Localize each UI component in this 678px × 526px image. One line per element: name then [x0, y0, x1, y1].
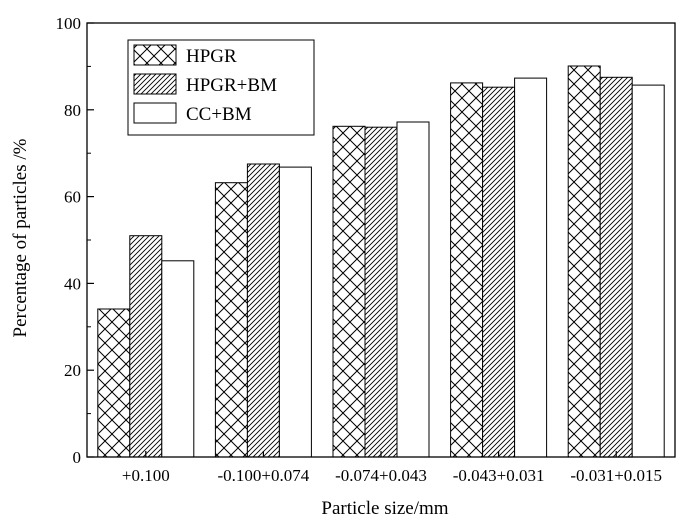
x-tick-label-0-100-0-074: -0.100+0.074	[218, 466, 310, 485]
y-tick-label-40: 40	[64, 274, 81, 293]
bar-cc-bm-0-043-0-031	[515, 78, 547, 457]
legend-label-hpgr: HPGR	[186, 46, 237, 67]
bar-hpgr-bm-0-100	[130, 236, 162, 457]
bar-hpgr-bm-0-074-0-043	[365, 127, 397, 457]
bar-hpgr-bm-0-031-0-015	[600, 77, 632, 457]
x-tick-label-0-031-0-015: -0.031+0.015	[570, 466, 662, 485]
bar-hpgr-0-100	[98, 309, 130, 457]
x-tick-label-0-100: +0.100	[122, 466, 170, 485]
bar-hpgr-bm-0-100-0-074	[247, 164, 279, 457]
legend-swatch-hpgr-bm	[134, 74, 176, 94]
y-tick-label-60: 60	[64, 188, 81, 207]
bar-cc-bm-0-074-0-043	[397, 122, 429, 457]
bar-hpgr-0-043-0-031	[451, 83, 483, 457]
legend: HPGR HPGR+BM CC+BM	[128, 40, 314, 135]
bar-cc-bm-0-100	[162, 261, 194, 457]
bar-hpgr-0-100-0-074	[215, 183, 247, 457]
bar-cc-bm-0-031-0-015	[632, 85, 664, 457]
bar-hpgr-0-074-0-043	[333, 126, 365, 457]
bar-cc-bm-0-100-0-074	[279, 167, 311, 457]
legend-label-cc-bm: CC+BM	[186, 104, 252, 125]
bar-hpgr-0-031-0-015	[568, 66, 600, 457]
x-axis-title: Particle size/mm	[321, 498, 448, 519]
legend-swatch-cc-bm	[134, 103, 176, 123]
y-tick-label-20: 20	[64, 361, 81, 380]
x-tick-label-0-043-0-031: -0.043+0.031	[453, 466, 545, 485]
y-tick-label-100: 100	[56, 14, 82, 33]
x-tick-label-0-074-0-043: -0.074+0.043	[335, 466, 427, 485]
y-axis-title: Percentage of particles /%	[10, 138, 31, 337]
y-tick-label-80: 80	[64, 101, 81, 120]
legend-swatch-hpgr	[134, 45, 176, 65]
legend-label-hpgr-bm: HPGR+BM	[186, 75, 277, 96]
y-tick-label-0: 0	[73, 448, 82, 467]
bar-hpgr-bm-0-043-0-031	[483, 87, 515, 457]
